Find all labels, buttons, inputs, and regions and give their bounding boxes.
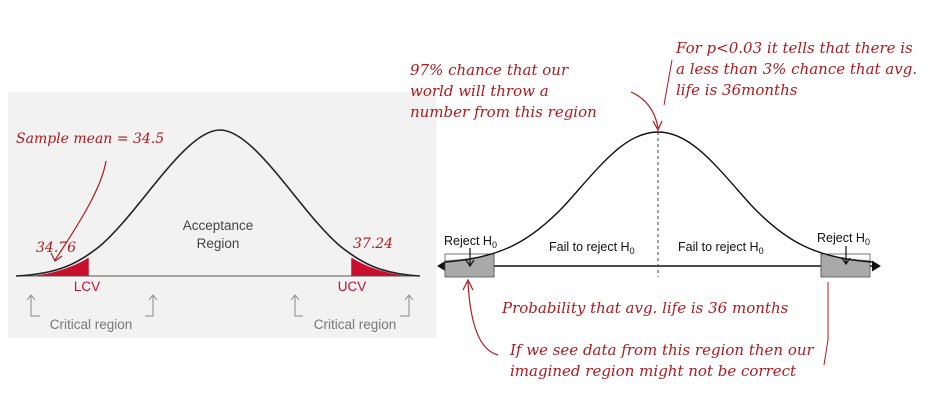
acceptance-label-line1: Acceptance: [183, 218, 254, 233]
annotation-97-arrowhead: [652, 120, 663, 132]
annotation-p-line1: For p<0.03 it tells that there is: [676, 39, 913, 57]
critical-region-label-right: Critical region: [314, 317, 397, 332]
ucv-label: UCV: [338, 279, 367, 294]
right-critical-region-fill: [352, 258, 410, 276]
sample-mean-arrowhead: [50, 252, 63, 262]
reject-h0-left: Reject H0: [444, 234, 497, 250]
reject-h0-right: Reject H0: [817, 231, 870, 247]
annotation-97-line1: 97% chance that our: [410, 61, 569, 79]
bottom-annotation-arrow: [467, 281, 499, 356]
left-diagram-panel: [8, 92, 436, 338]
upper-value-annotation: 37.24: [353, 236, 393, 252]
right-bell-curve: [444, 131, 873, 263]
annotation-p-value: For p<0.03 it tells that there is a less…: [676, 38, 917, 101]
sample-mean-annotation: Sample mean = 34.5: [16, 131, 164, 147]
critical-region-bracket-right: [290, 294, 414, 317]
right-axis-left-arrowhead: [437, 260, 447, 272]
annotation-97-line3: number from this region: [410, 103, 597, 121]
annotation-bottom: If we see data from this region then our…: [510, 340, 814, 382]
annotation-bottom-line2: imagined region might not be correct: [510, 362, 797, 380]
annotation-bottom-line1: If we see data from this region then our: [510, 341, 814, 359]
annotation-probability: Probability that avg. life is 36 months: [502, 299, 789, 317]
acceptance-label-line2: Region: [197, 236, 240, 251]
lower-value-annotation: 34.76: [36, 240, 76, 256]
annotation-p-pointer: [663, 59, 673, 106]
fail-to-reject-right: Fail to reject H0: [678, 240, 764, 256]
annotation-p-line2: a less than 3% chance that avg.: [676, 60, 918, 78]
reject-left-arrow: [465, 248, 475, 268]
bottom-annotation-right-pointer: [823, 282, 829, 366]
left-bell-curve: [15, 129, 421, 277]
right-rejection-tail: [821, 254, 870, 277]
reject-right-arrow: [841, 246, 851, 266]
sample-mean-arrow: [54, 160, 107, 261]
lcv-label: LCV: [74, 279, 100, 294]
bottom-annotation-arrowhead: [462, 278, 474, 291]
annotation-97-arrow: [630, 91, 659, 129]
critical-region-bracket-left: [26, 294, 158, 317]
right-axis-right-arrowhead: [871, 260, 881, 272]
critical-region-label-left: Critical region: [50, 317, 133, 332]
annotation-97-percent: 97% chance that our world will throw a n…: [410, 60, 597, 123]
annotation-97-line2: world will throw a: [410, 82, 549, 100]
annotation-p-line3: life is 36months: [676, 81, 798, 99]
fail-to-reject-left: Fail to reject H0: [549, 240, 635, 256]
left-critical-region-fill: [30, 258, 88, 276]
